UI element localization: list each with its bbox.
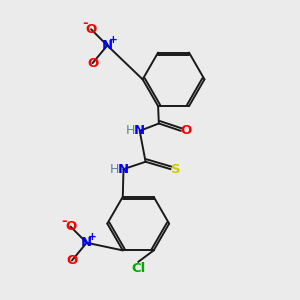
Text: N: N	[81, 236, 92, 249]
Text: H: H	[126, 124, 135, 137]
Text: S: S	[171, 163, 181, 176]
Text: O: O	[66, 254, 78, 267]
Text: N: N	[102, 39, 113, 52]
Text: N: N	[118, 163, 129, 176]
Text: N: N	[134, 124, 145, 137]
Text: Cl: Cl	[131, 262, 145, 275]
Text: O: O	[87, 57, 98, 70]
Text: H: H	[110, 163, 119, 176]
Text: -: -	[82, 17, 87, 31]
Text: O: O	[181, 124, 192, 137]
Text: -: -	[61, 215, 67, 228]
Text: O: O	[85, 23, 97, 36]
Text: +: +	[109, 34, 118, 45]
Text: +: +	[88, 232, 97, 242]
Text: O: O	[65, 220, 76, 233]
